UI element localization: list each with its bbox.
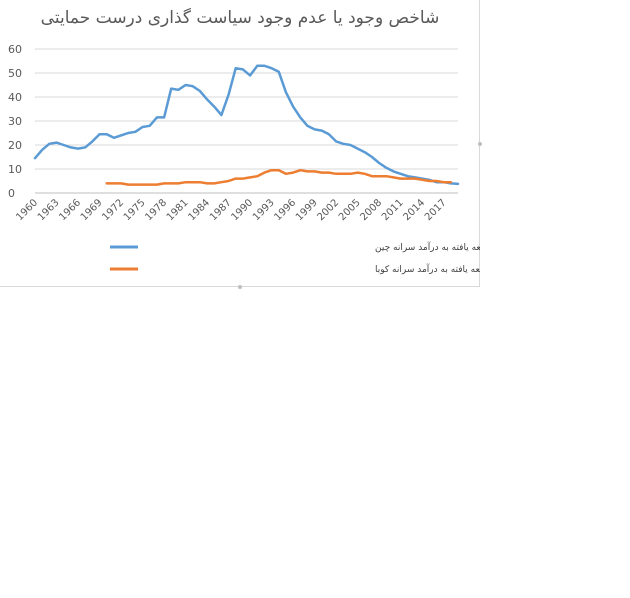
x-tick-label: 1960 [14,197,40,223]
y-tick-label: 40 [8,91,22,104]
legend-label: تقسیم درآمد سرانه کشورهای توسعه یافته به… [375,263,480,275]
chart-frame: شاخص وجود یا عدم وجود سیاست گذاری درست ح… [0,0,480,287]
x-tick-label: 2017 [423,197,449,223]
y-tick-label: 10 [8,163,22,176]
series-line-2 [105,168,453,186]
x-tick-label: 1966 [57,197,83,223]
x-tick-label: 1993 [251,197,277,223]
x-tick-label: 1987 [208,197,234,223]
x-tick-label: 1969 [79,197,105,223]
x-tick-label: 1984 [186,197,212,223]
x-tick-label: 2008 [358,197,384,223]
y-tick-label: 0 [8,187,15,200]
x-tick-label: 1978 [143,197,169,223]
x-tick-label: 1972 [100,197,126,223]
y-tick-label: 20 [8,139,22,152]
y-tick-label: 30 [8,115,22,128]
x-tick-label: 2002 [315,197,341,223]
x-tick-label: 1999 [294,197,320,223]
x-tick-label: 2005 [337,197,363,223]
x-tick-label: 1990 [229,197,255,223]
x-tick-label: 2014 [401,197,427,223]
y-tick-label: 50 [8,67,22,80]
legend-item-2: تقسیم درآمد سرانه کشورهای توسعه یافته به… [110,263,480,275]
resize-handle-right[interactable] [478,142,482,146]
y-tick-label: 60 [8,43,22,56]
x-tick-label: 1981 [165,197,191,223]
x-tick-label: 1996 [272,197,298,223]
x-tick-label: 2011 [380,197,406,223]
resize-handle-bottom[interactable] [238,285,242,289]
legend-label: تقسیم درآمد سرانه کشورهای توسعه یافته به… [375,241,480,253]
legend-item-1: تقسیم درآمد سرانه کشورهای توسعه یافته به… [110,241,480,253]
x-tick-label: 1975 [122,197,148,223]
series-line-1 [33,64,460,186]
x-tick-label: 1963 [36,197,62,223]
chart-title: شاخص وجود یا عدم وجود سیاست گذاری درست ح… [40,8,440,28]
